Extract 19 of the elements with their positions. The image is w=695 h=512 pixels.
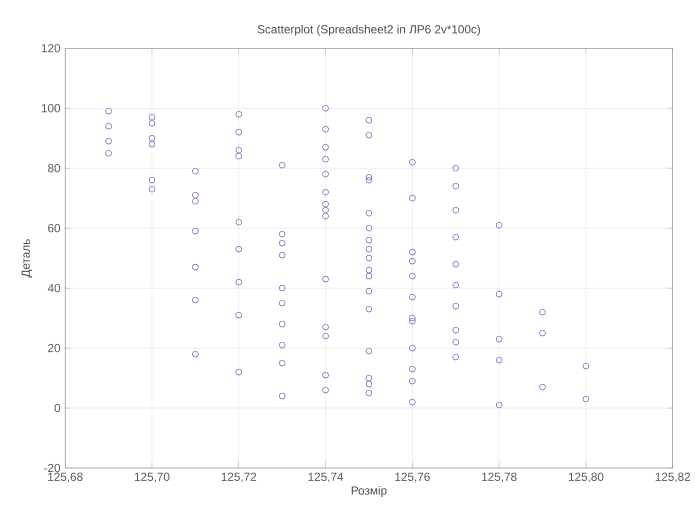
x-axis-title: Розмір: [352, 486, 387, 497]
y-axis-title: Деталь: [22, 239, 32, 278]
y-tick-label: 0: [54, 404, 60, 412]
x-tick-label: 125,74: [308, 472, 344, 482]
y-tick-label: 120: [42, 44, 60, 52]
x-tick-label: 125,70: [134, 472, 170, 482]
y-tick-label: 60: [48, 224, 60, 232]
x-tick-label: 125,72: [222, 472, 256, 482]
y-tick-label: 40: [48, 284, 60, 292]
x-tick-label: 125,78: [482, 472, 517, 482]
x-tick-label: 125,68: [48, 472, 83, 482]
x-tick-label: 125,82: [656, 472, 690, 482]
y-tick-label: -20: [44, 464, 60, 472]
y-tick-label: 100: [42, 104, 60, 112]
x-tick-label: 125,76: [395, 472, 430, 482]
y-tick-label: 20: [48, 344, 60, 352]
y-tick-label: 80: [48, 164, 60, 172]
x-tick-label: 125,80: [568, 472, 604, 482]
chart-title: Scatterplot (Spreadsheet2 in ЛР6 2v*100c): [258, 24, 480, 36]
